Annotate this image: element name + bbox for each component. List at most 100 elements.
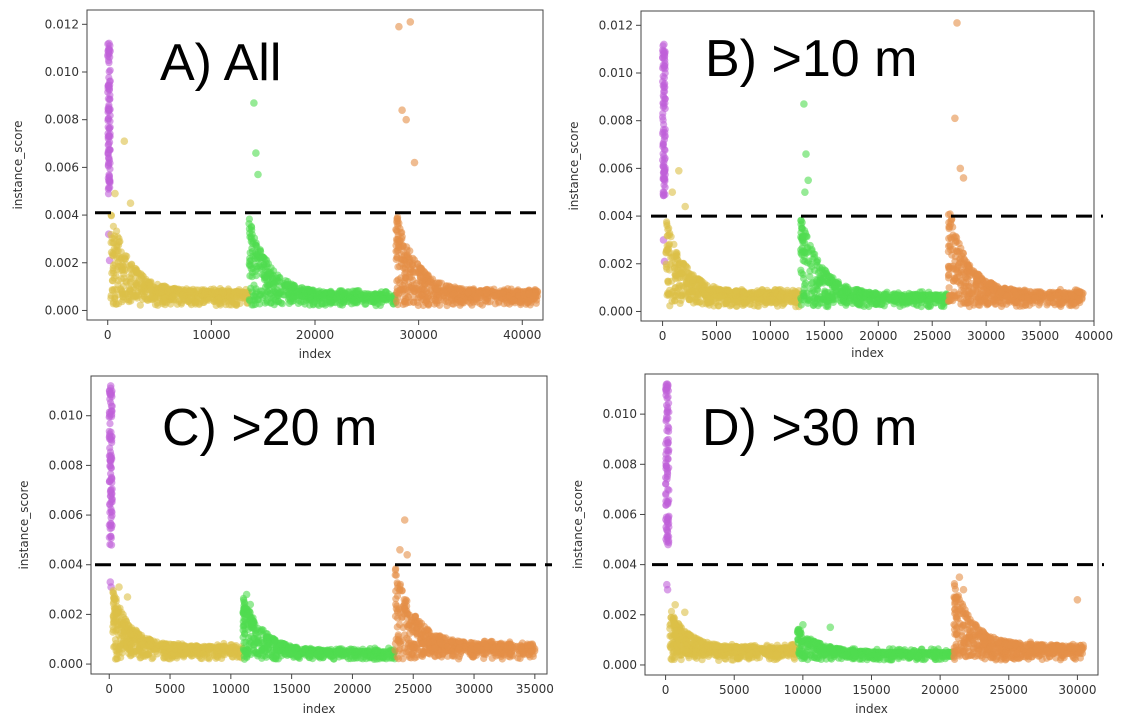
x-tick-label: 10000 <box>192 328 230 342</box>
data-point <box>659 116 667 124</box>
outlier-point <box>681 202 689 211</box>
data-point <box>398 228 406 236</box>
data-point <box>433 279 441 287</box>
data-point <box>248 288 256 296</box>
data-point <box>664 231 672 240</box>
data-point <box>449 300 458 308</box>
data-point <box>106 146 114 154</box>
data-point <box>473 294 481 302</box>
data-point <box>315 301 323 309</box>
outlier-point <box>104 46 113 55</box>
data-point <box>1022 301 1030 309</box>
outlier-point <box>250 99 258 107</box>
data-point <box>136 301 144 309</box>
data-point <box>175 644 183 653</box>
y-tick-label: 0.002 <box>599 257 633 271</box>
x-tick-label: 15000 <box>805 329 843 343</box>
data-point <box>840 293 848 301</box>
data-point <box>267 299 275 307</box>
outlier-point <box>105 39 113 48</box>
data-point <box>957 244 965 252</box>
data-point <box>153 650 161 658</box>
series-3 <box>392 18 542 310</box>
data-point <box>433 285 441 293</box>
data-point <box>416 273 424 281</box>
y-tick-label: 0.012 <box>599 18 633 32</box>
data-point <box>379 295 387 303</box>
data-point <box>814 286 822 294</box>
series-1 <box>662 167 805 311</box>
data-point <box>825 293 833 301</box>
data-point <box>724 286 733 295</box>
data-point <box>180 651 188 660</box>
data-point <box>113 654 121 663</box>
data-point <box>660 84 668 92</box>
scatter-points <box>104 18 542 310</box>
data-point <box>198 655 206 663</box>
data-point <box>798 224 806 233</box>
data-point <box>955 272 964 280</box>
plot-frame <box>86 9 544 321</box>
data-point <box>108 287 117 295</box>
data-point <box>251 627 259 635</box>
outlier-point <box>395 22 403 31</box>
data-point <box>464 288 472 297</box>
data-point <box>205 646 213 654</box>
data-point <box>811 298 819 306</box>
data-point <box>1046 294 1054 302</box>
data-point <box>492 292 500 300</box>
data-point <box>126 278 134 286</box>
data-point <box>213 643 221 651</box>
data-point <box>662 248 670 256</box>
data-point <box>1012 291 1020 299</box>
y-tick-label: 0.000 <box>599 304 633 318</box>
data-point <box>944 271 953 279</box>
x-axis-label: index <box>851 346 884 360</box>
data-point <box>660 62 669 70</box>
x-tick-label: 30000 <box>400 328 438 342</box>
data-point <box>353 290 361 298</box>
x-tick-label: 30000 <box>967 329 1005 343</box>
data-point <box>409 298 418 306</box>
data-point <box>180 295 188 303</box>
data-point <box>661 191 669 199</box>
data-point <box>363 290 371 298</box>
data-point <box>417 291 425 299</box>
outlier-point <box>406 18 415 26</box>
outlier-point <box>398 106 406 114</box>
data-point <box>117 266 125 275</box>
data-point <box>499 289 507 297</box>
data-point <box>680 259 688 267</box>
data-point <box>532 286 540 294</box>
data-point <box>755 302 763 310</box>
x-tick-label: 35000 <box>1021 329 1059 343</box>
series-0 <box>104 39 114 265</box>
outlier-point <box>951 114 959 123</box>
data-point <box>249 301 257 309</box>
data-point <box>344 298 352 306</box>
data-point <box>350 296 358 305</box>
data-point <box>1031 294 1039 302</box>
outlier-point <box>959 174 968 182</box>
y-tick-label: 0.008 <box>45 113 79 127</box>
data-point <box>132 267 140 275</box>
data-point <box>191 300 200 308</box>
data-point <box>456 286 464 294</box>
data-point <box>398 235 406 243</box>
data-point <box>270 280 278 288</box>
data-point <box>732 287 740 295</box>
data-point <box>106 522 114 530</box>
data-point <box>221 651 229 659</box>
data-point <box>490 285 498 293</box>
y-tick-label: 0.002 <box>45 256 79 270</box>
x-tick-label: 40000 <box>1075 329 1113 343</box>
data-point <box>905 298 913 306</box>
data-point <box>1054 292 1062 300</box>
data-point <box>424 280 432 288</box>
data-point <box>115 253 123 261</box>
data-point <box>105 154 113 162</box>
data-point <box>989 286 998 294</box>
